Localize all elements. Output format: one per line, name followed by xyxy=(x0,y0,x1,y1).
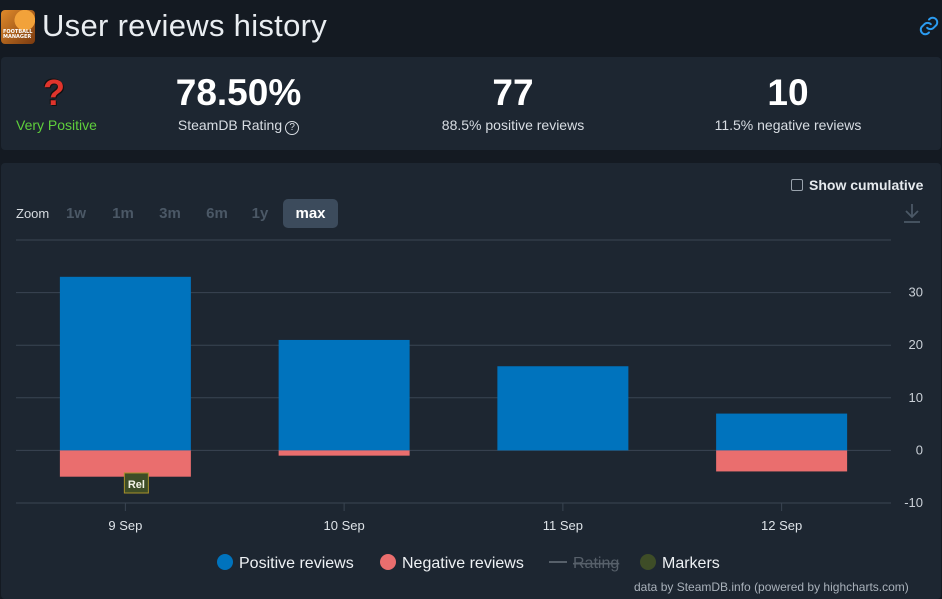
bar-negative[interactable] xyxy=(59,450,191,477)
rating-stat: 78.50% SteamDB Rating? xyxy=(161,72,316,135)
legend-swatch[interactable] xyxy=(380,554,396,570)
x-tick-label: 9 Sep xyxy=(108,518,142,533)
credit-text[interactable]: data by SteamDB.info (powered by highcha… xyxy=(634,580,909,594)
x-tick-label: 11 Sep xyxy=(543,518,583,533)
bar-positive[interactable] xyxy=(278,339,410,451)
bar-negative[interactable] xyxy=(278,450,410,456)
y-tick-label: -10 xyxy=(904,495,923,510)
bar-negative[interactable] xyxy=(716,450,848,472)
y-tick-label: 10 xyxy=(909,390,923,405)
help-icon[interactable]: ? xyxy=(285,121,300,135)
negative-reviews-value: 10 xyxy=(767,72,809,113)
marker-label: Rel xyxy=(128,479,145,491)
zoom-1y-button[interactable]: 1y xyxy=(251,205,269,222)
y-tick-label: 0 xyxy=(916,442,923,457)
positive-percent-label: 88.5% positive reviews xyxy=(441,117,585,133)
marker-flag[interactable] xyxy=(123,472,149,494)
bar-positive[interactable] xyxy=(497,366,629,451)
rating-value: 78.50% xyxy=(175,72,302,113)
negative-reviews-stat: 10 11.5% negative reviews xyxy=(698,72,878,133)
chart-panel: Show cumulative Zoom 1w 1m 3m 6m 1y max … xyxy=(1,163,941,599)
checkbox-icon[interactable] xyxy=(791,179,803,191)
rating-word: Very Positive xyxy=(16,117,97,133)
legend-swatch[interactable] xyxy=(217,554,233,570)
rating-label: SteamDB Rating xyxy=(177,117,283,133)
stats-panel: ? Very Positive 78.50% SteamDB Rating? 7… xyxy=(1,57,941,150)
legend-item-label[interactable]: Negative reviews xyxy=(402,555,524,572)
link-icon[interactable] xyxy=(918,15,940,37)
zoom-1m-button[interactable]: 1m xyxy=(112,205,134,222)
bar-positive[interactable] xyxy=(716,413,848,451)
y-tick-label: 30 xyxy=(909,285,923,300)
bar-positive[interactable] xyxy=(59,276,191,451)
total-reviews-value: 77 xyxy=(492,72,534,113)
zoom-label: Zoom xyxy=(16,206,50,221)
legend-item-label[interactable]: Positive reviews xyxy=(239,555,354,572)
download-icon[interactable] xyxy=(902,202,922,224)
legend-swatch[interactable] xyxy=(640,554,656,570)
game-logo: FOOTBALL MANAGER xyxy=(1,10,35,44)
reviews-chart: 30 20 10 0 -10 9 Sep 10 Sep 11 Sep 12 Sep Rel Posi… xyxy=(16,239,923,572)
y-tick-label: 20 xyxy=(909,337,923,352)
question-mark-icon: ? xyxy=(43,72,65,113)
total-reviews-stat: 77 88.5% positive reviews xyxy=(423,72,603,133)
zoom-6m-button[interactable]: 6m xyxy=(206,205,228,222)
zoom-1w-button[interactable]: 1w xyxy=(65,205,86,222)
legend-item-label[interactable]: Markers xyxy=(662,555,720,572)
page-header: FOOTBALL MANAGER User reviews history xyxy=(0,0,942,56)
zoom-3m-button[interactable]: 3m xyxy=(159,205,181,222)
show-cumulative-toggle[interactable]: Show cumulative xyxy=(791,177,923,193)
x-tick-label: 12 Sep xyxy=(761,518,802,533)
x-tick-label: 10 Sep xyxy=(324,518,365,533)
page-title: User reviews history xyxy=(42,8,328,43)
negative-percent-label: 11.5% negative reviews xyxy=(714,117,862,133)
legend-item-label[interactable]: Rating xyxy=(573,555,619,572)
zoom-max-button[interactable]: max xyxy=(283,199,338,228)
